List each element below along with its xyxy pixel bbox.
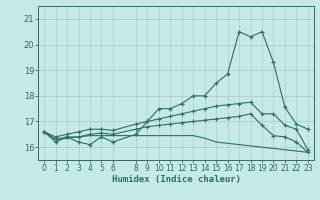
- X-axis label: Humidex (Indice chaleur): Humidex (Indice chaleur): [111, 175, 241, 184]
